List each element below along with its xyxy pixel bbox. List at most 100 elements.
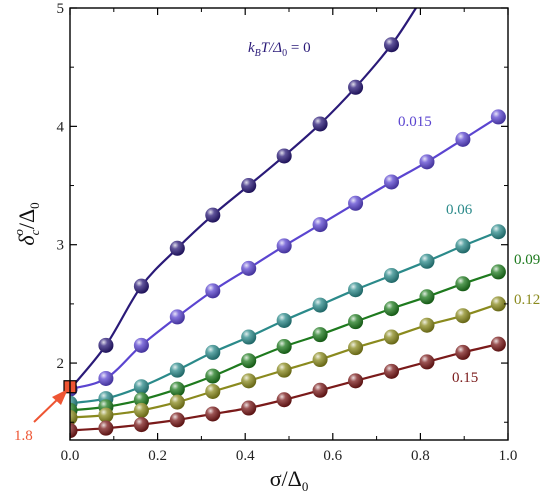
data-point-shine-s1-2 (133, 337, 149, 353)
data-point-shine-s2-2 (133, 379, 149, 395)
data-point-shine-s2-3 (169, 362, 185, 378)
data-point-shine-s1-12 (490, 109, 506, 125)
data-point-shine-s0-9 (383, 37, 399, 53)
series-label-0-k: k (248, 40, 255, 56)
marker-annotation-label: 1.8 (14, 428, 33, 444)
data-point-shine-s3-4 (205, 368, 221, 384)
y-axis-label-main: δ (14, 235, 39, 246)
series-label-0-tsub: 0 (282, 48, 287, 59)
data-point-shine-s0-7 (312, 116, 328, 132)
plot-area (63, 8, 506, 439)
data-point-shine-s4-9 (383, 329, 399, 345)
series-label-5: 0.15 (452, 370, 478, 386)
data-point-shine-s5-10 (419, 354, 435, 370)
data-point-shine-s0-4 (205, 207, 221, 223)
plot-clip-group (70, 8, 506, 439)
data-point-shine-s4-11 (455, 308, 471, 324)
data-point-shine-s0-8 (348, 79, 364, 95)
data-point-shine-s1-9 (383, 174, 399, 190)
series-label-0: kBT/Δ0 = 0 (248, 40, 311, 59)
data-point-shine-s1-10 (419, 154, 435, 170)
data-point-shine-s4-1 (98, 407, 114, 423)
x-tick-label-2: 0.4 (236, 448, 255, 464)
data-point-shine-s0-6 (276, 148, 292, 164)
y-tick-label-1: 3 (57, 238, 65, 254)
data-point-shine-s2-7 (312, 297, 328, 313)
data-point-shine-s1-6 (276, 238, 292, 254)
data-point-shine-s4-2 (133, 402, 149, 418)
data-point-shine-s3-9 (383, 301, 399, 317)
data-point-shine-s1-7 (312, 217, 328, 233)
y-tick-label-0: 2 (57, 356, 65, 372)
x-tick-label-0: 0.0 (61, 448, 80, 464)
data-point-shine-s1-5 (241, 260, 257, 276)
x-axis-label-sub: 0 (302, 479, 309, 494)
data-point-shine-s4-12 (490, 296, 506, 312)
data-point-shine-s5-2 (133, 417, 149, 433)
x-axis-label: σ/Δ0 (270, 466, 309, 494)
data-point-shine-s5-0 (70, 423, 78, 439)
series-label-0-eq: = 0 (287, 40, 310, 56)
series-label-3: 0.09 (514, 252, 540, 268)
data-point-shine-s5-4 (205, 406, 221, 422)
data-point-shine-s0-1 (98, 337, 114, 353)
data-point-shine-s3-7 (312, 327, 328, 343)
data-point-shine-s2-5 (241, 329, 257, 345)
data-point-shine-s1-11 (455, 131, 471, 147)
axes: 0.0 0.2 0.4 0.6 0.8 1.0 2 3 4 5 (57, 1, 518, 464)
y-axis-label-sub: c (27, 229, 42, 235)
data-point-shine-s4-5 (241, 373, 257, 389)
series-label-2: 0.06 (446, 202, 473, 218)
data-point-shine-s5-12 (490, 336, 506, 352)
data-point-shine-s5-6 (276, 392, 292, 408)
data-point-shine-s2-6 (276, 312, 292, 328)
data-point-shine-s3-10 (419, 289, 435, 305)
data-point-shine-s5-9 (383, 363, 399, 379)
data-point-shine-s4-8 (348, 340, 364, 356)
data-point-shine-s4-7 (312, 352, 328, 368)
data-point-shine-s3-5 (241, 353, 257, 369)
y-axis-label-tail-sub: 0 (27, 202, 42, 209)
data-point-shine-s2-11 (455, 238, 471, 254)
data-point-shine-s3-12 (490, 264, 506, 280)
series-label-1: 0.015 (398, 114, 432, 130)
series-label-0-t: T/Δ (261, 40, 283, 56)
data-point-shine-s4-0 (70, 410, 78, 426)
data-point-shine-s0-3 (169, 240, 185, 256)
data-point-shine-s2-9 (383, 267, 399, 283)
y-tick-label-2: 4 (57, 119, 65, 135)
data-point-shine-s2-10 (419, 253, 435, 269)
data-point-shine-s5-8 (348, 373, 364, 389)
y-axis-label-sup: o (11, 229, 26, 236)
data-point-shine-s5-1 (98, 420, 114, 436)
data-point-shine-s3-6 (276, 338, 292, 354)
data-point-shine-s4-10 (419, 317, 435, 333)
data-point-shine-s2-4 (205, 344, 221, 360)
x-axis-label-main: σ/Δ (270, 466, 302, 491)
data-point-shine-s1-1 (98, 370, 114, 386)
y-axis-label-tail: /Δ (14, 209, 39, 229)
data-point-shine-s5-5 (241, 400, 257, 416)
data-point-shine-s5-11 (455, 344, 471, 360)
data-point-shine-s3-2 (133, 392, 149, 408)
x-tick-label-4: 0.8 (411, 448, 430, 464)
y-tick-label-3: 5 (57, 1, 65, 17)
data-point-shine-s5-3 (169, 412, 185, 428)
data-point-shine-s4-4 (205, 383, 221, 399)
data-point-shine-s4-3 (169, 394, 185, 410)
data-point-shine-s3-11 (455, 276, 471, 292)
x-tick-label-3: 0.6 (323, 448, 342, 464)
data-point-shine-s0-5 (241, 178, 257, 194)
data-point-shine-s3-3 (169, 381, 185, 397)
y-axis-label: δco/Δ0 (11, 202, 42, 245)
x-tick-label-1: 0.2 (148, 448, 167, 464)
series-label-0-b: B (255, 48, 261, 59)
data-point-shine-s5-7 (312, 382, 328, 398)
data-point-shine-s1-8 (348, 195, 364, 211)
series-label-4: 0.12 (514, 292, 540, 308)
data-point-shine-s2-12 (490, 224, 506, 240)
data-point-shine-s1-3 (169, 309, 185, 325)
data-point-shine-s0-2 (133, 278, 149, 294)
data-point-shine-s3-8 (348, 314, 364, 330)
